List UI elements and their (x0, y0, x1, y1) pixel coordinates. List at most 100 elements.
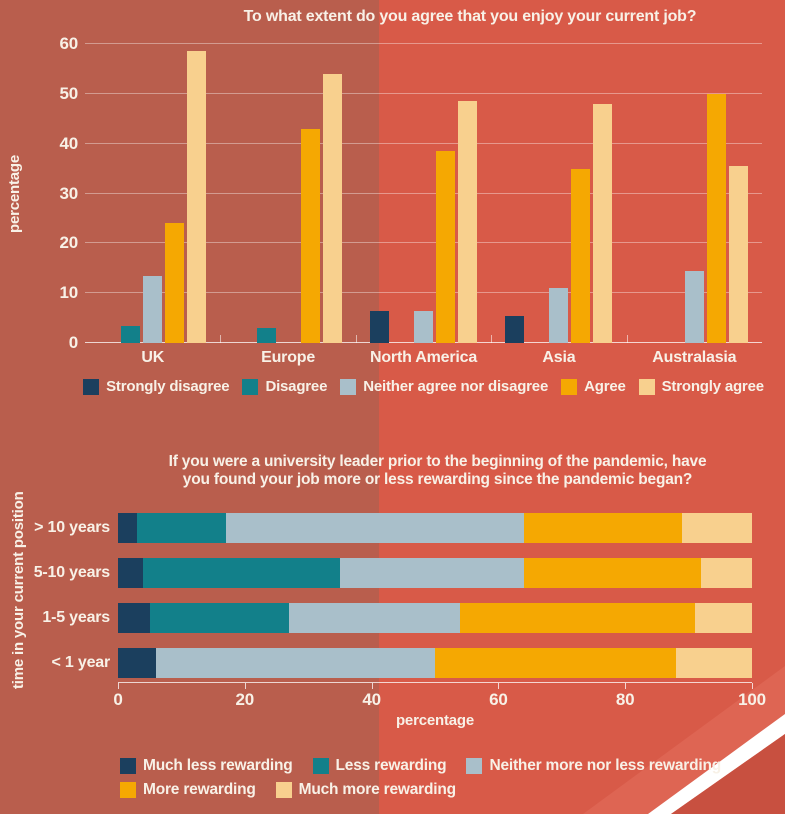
bar-strongly-agree (458, 101, 478, 343)
corner-dark-decoration (671, 734, 785, 814)
segment-much-less-rewarding (118, 558, 144, 588)
stacked-bar--10-years (118, 513, 752, 543)
legend-item-more-rewarding: More rewarding (120, 781, 256, 799)
gridline (85, 242, 762, 244)
legend-row: Much less rewarding Less rewarding Neither… (120, 757, 721, 775)
bar-strongly-disagree (505, 315, 525, 343)
bar-agree (300, 128, 320, 343)
segment-much-less-rewarding (118, 603, 150, 633)
legend-swatch-neither-agree-nor-disagree-icon (340, 378, 357, 395)
bar-neither-agree-nor-disagree (549, 288, 569, 343)
y-tick-label: 40 (59, 133, 78, 153)
legend-label: Disagree (265, 378, 328, 395)
legend-item-strongly-disagree: Strongly disagree (83, 378, 230, 395)
category-label: UK (141, 349, 165, 366)
legend-item-neither-more-nor-less-rewarding: Neither more nor less rewarding (466, 757, 721, 775)
bar-disagree (256, 328, 276, 343)
gridline (85, 142, 762, 144)
bar-strongly-agree (187, 51, 207, 343)
segment-much-more-rewarding (694, 603, 752, 633)
chart2-title: If you were a university leader prior to… (95, 453, 780, 488)
bar-agree (165, 223, 185, 343)
legend-label: Neither more nor less rewarding (489, 757, 721, 774)
segment-less-rewarding (137, 513, 226, 543)
chart2-legend: Much less rewarding Less rewarding Neither… (120, 757, 721, 805)
x-tick-label: 40 (362, 690, 381, 709)
chart1-y-axis-label: percentage (6, 154, 23, 233)
category-label: Asia (542, 349, 576, 366)
chart1-x-axis: UK Europe North America Asia Australasia (85, 349, 762, 367)
legend-swatch-neither-more-nor-less-rewarding-icon (466, 758, 483, 774)
segment-neither-more-nor-less-rewarding (289, 603, 461, 633)
chart2-x-axis-line (118, 682, 752, 683)
chart2-x-axis-title: percentage (395, 712, 475, 729)
chart1-plot-area (85, 43, 762, 343)
gridline (85, 92, 762, 94)
stacked-bar-1-5-years (118, 603, 752, 633)
legend-swatch-strongly-disagree-icon (83, 378, 100, 395)
bar-group-europe (220, 44, 355, 343)
corner-band-decoration (583, 666, 785, 814)
legend-item-less-rewarding: Less rewarding (312, 757, 447, 775)
legend-item-agree: Agree (561, 378, 626, 395)
axis-tick (371, 683, 373, 689)
category-label: North America (369, 349, 478, 366)
chart2-x-axis: 0 20 40 60 80 100 (113, 690, 766, 710)
stacked-bar--1-year (118, 648, 752, 678)
x-tick-label: 100 (738, 690, 766, 709)
segment-more-rewarding (523, 513, 683, 543)
segment-much-more-rewarding (675, 648, 752, 678)
y-tick-label: 10 (59, 283, 78, 303)
gridline (85, 43, 762, 44)
axis-tick (626, 335, 628, 343)
row-label: > 10 years (34, 519, 110, 536)
segment-more-rewarding (460, 603, 695, 633)
bar-strongly-agree (728, 166, 748, 343)
bar-strongly-disagree (370, 310, 390, 343)
axis-tick (752, 683, 753, 689)
legend-row: More rewarding Much more rewarding (120, 781, 721, 799)
legend-swatch-disagree-icon (242, 378, 259, 395)
bar-group-australasia (627, 44, 762, 343)
legend-swatch-more-rewarding-icon (120, 782, 136, 798)
legend-item-neither-agree-nor-disagree: Neither agree nor disagree (340, 378, 548, 395)
bar-strongly-agree (593, 103, 613, 343)
y-tick-label: 30 (59, 183, 78, 203)
segment-much-more-rewarding (682, 513, 752, 543)
segment-more-rewarding (434, 648, 676, 678)
corner-stripe-icon (648, 714, 785, 814)
axis-tick (498, 683, 500, 689)
bar-strongly-agree (322, 73, 342, 343)
legend-label: More rewarding (143, 781, 256, 798)
legend-item-disagree: Disagree (242, 378, 327, 395)
x-tick-label: 20 (235, 690, 255, 709)
row-label: 5-10 years (33, 564, 110, 581)
row-label: < 1 year (51, 654, 111, 671)
legend-label: Much less rewarding (143, 757, 293, 774)
legend-label: Agree (584, 378, 626, 395)
stacked-bar-5-10-years (118, 558, 752, 588)
chart2-title-line2: you found your job more or less rewardin… (182, 470, 693, 488)
bar-agree (706, 93, 726, 343)
bar-group-uk (85, 44, 220, 343)
bar-agree (571, 168, 591, 343)
x-tick-label: 60 (489, 690, 508, 709)
chart2-plot-area (118, 513, 753, 689)
axis-tick (118, 683, 119, 689)
segment-more-rewarding (523, 558, 702, 588)
legend-label: Strongly disagree (106, 378, 230, 395)
gridline (85, 292, 762, 294)
y-tick-label: 0 (68, 333, 78, 352)
legend-label: Much more rewarding (298, 781, 456, 798)
chart2-title-line1: If you were a university leader prior to… (168, 453, 707, 470)
legend-item-much-more-rewarding: Much more rewarding (275, 781, 456, 799)
axis-tick (625, 683, 627, 689)
segment-less-rewarding (149, 603, 290, 633)
bar-neither-agree-nor-disagree (143, 275, 163, 343)
category-label: Europe (261, 349, 316, 366)
segment-much-less-rewarding (118, 648, 157, 678)
bar-agree (436, 151, 456, 343)
legend-item-strongly-agree: Strongly agree (638, 378, 764, 395)
